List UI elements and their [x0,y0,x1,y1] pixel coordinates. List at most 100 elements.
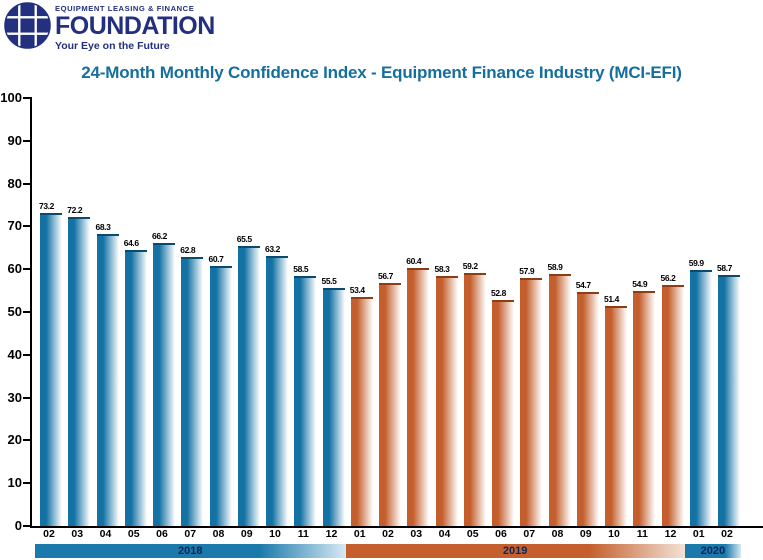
y-axis-tick-label: 60 [7,261,22,277]
bar-value-label: 58.9 [547,261,563,272]
bar-2018-12 [322,288,345,526]
bar-2018-02 [40,212,62,526]
month-label-2019-05: 05 [466,528,479,540]
month-label-2018-11: 11 [297,528,309,540]
month-label-2018-06: 06 [156,528,168,540]
year-band-row: 2018 2019 2020 [0,544,763,558]
bar-2018-04 [96,233,119,526]
month-label-2019-06: 06 [495,528,507,540]
bar-2018-10 [266,255,288,526]
y-axis-tick [23,97,32,99]
bar-2019-08 [548,273,571,526]
y-axis-tick [23,396,32,399]
bar-value-label: 52.8 [491,288,506,299]
bar-2020-02 [718,274,740,526]
bar-2019-01 [350,297,373,526]
month-label-2018-10: 10 [269,528,281,540]
bar-2019-04 [435,276,458,526]
month-label-2019-10: 10 [608,528,620,540]
month-label-2019-07: 07 [523,528,536,540]
y-axis-tick [23,525,32,527]
y-axis-tick [23,439,32,442]
bar-value-label: 73.2 [39,200,54,211]
foundation-logo: EQUIPMENT LEASING & FINANCE FOUNDATION Y… [4,2,215,52]
y-axis-tick-label: 10 [7,475,22,491]
y-axis-tick-label: 80 [7,175,22,191]
y-axis-tick-label: 30 [7,389,22,405]
bar-2019-12 [661,285,684,526]
logo-tagline: Your Eye on the Future [55,40,170,52]
year-band-2018: 2018 [35,544,346,558]
logo-org-name: FOUNDATION [55,12,215,40]
bar-value-label: 56.7 [378,271,393,282]
bar-value-label: 65.5 [236,233,252,244]
bar-2019-05 [463,272,486,526]
bar-value-label: 62.8 [180,245,196,256]
bar-value-label: 51.4 [604,294,619,305]
bar-value-label: 55.5 [321,276,337,287]
bar-value-label: 54.7 [575,279,591,290]
y-axis-tick [23,225,32,228]
x-axis-month-row: 02 03 04 05 06 07 08 09 10 11 12 01 02 03 04 05 06 07 08 09… [0,528,763,543]
bar-2018-05 [124,249,147,526]
bar-2019-09 [576,291,599,526]
y-axis-tick [23,268,32,271]
bar-value-label: 53.4 [349,285,365,296]
logo-org-category: EQUIPMENT LEASING & FINANCE [55,4,195,13]
year-band-2020: 2020 [684,544,741,558]
bar-value-label: 60.7 [208,254,224,265]
month-label-2018-02: 02 [43,528,55,540]
bar-2020-01 [689,269,712,526]
y-axis-tick-label: 0 [14,518,22,533]
bar-2018-06 [153,242,175,526]
bar-value-label: 59.2 [462,260,478,271]
month-label-2019-11: 11 [636,528,648,540]
bar-value-label: 58.3 [434,264,450,275]
month-label-2019-12: 12 [664,528,677,540]
y-axis-tick-label: 20 [7,432,22,448]
year-band-2019: 2019 [345,544,685,558]
globe-icon [4,2,51,49]
bar-value-label: 66.2 [152,230,167,241]
bar-2018-08 [209,266,232,526]
y-axis-tick [23,311,32,313]
y-axis-tick [23,139,32,142]
logo-text: EQUIPMENT LEASING & FINANCE FOUNDATION Y… [55,2,215,52]
bar-2018-07 [181,257,204,526]
bar-value-label: 63.2 [265,243,280,254]
month-label-2020-02: 02 [721,528,733,540]
month-label-2019-01: 01 [353,528,366,540]
month-label-2018-05: 05 [127,528,140,540]
bar-2018-09 [237,245,260,526]
y-axis-tick-label: 50 [7,304,22,319]
month-label-2019-03: 03 [410,528,423,540]
plot-area: 0 10 20 30 40 50 60 70 80 90 100 73.2 72.2 68.3 64.6 66… [0,91,763,533]
bar-2019-07 [520,278,543,526]
month-label-2019-08: 08 [551,528,564,540]
month-label-2018-09: 09 [240,528,253,540]
month-label-2020-01: 01 [692,528,705,540]
bar-2019-03 [407,267,430,526]
bar-value-label: 58.7 [717,262,732,273]
bar-value-label: 57.9 [519,266,535,277]
bar-value-label: 59.9 [688,257,704,268]
bar-value-label: 54.9 [632,279,648,290]
month-label-2018-12: 12 [325,528,338,540]
month-label-2018-07: 07 [184,528,197,540]
month-label-2018-04: 04 [99,528,112,540]
bar-value-label: 56.2 [660,273,676,284]
month-label-2018-03: 03 [71,528,84,540]
y-axis-tick-label: 40 [7,346,22,362]
month-label-2019-02: 02 [382,528,394,540]
y-axis-tick-label: 100 [0,90,22,105]
month-label-2018-08: 08 [212,528,225,540]
bar-value-label: 64.6 [123,237,139,248]
bar-value-label: 60.4 [406,255,422,266]
y-axis-tick-label: 70 [7,218,22,234]
bar-2018-11 [294,275,317,526]
bar-2018-03 [68,216,91,526]
bar-2019-10 [605,306,627,526]
chart-title: 24-Month Monthly Confidence Index - Equi… [81,63,682,82]
month-label-2019-09: 09 [579,528,592,540]
